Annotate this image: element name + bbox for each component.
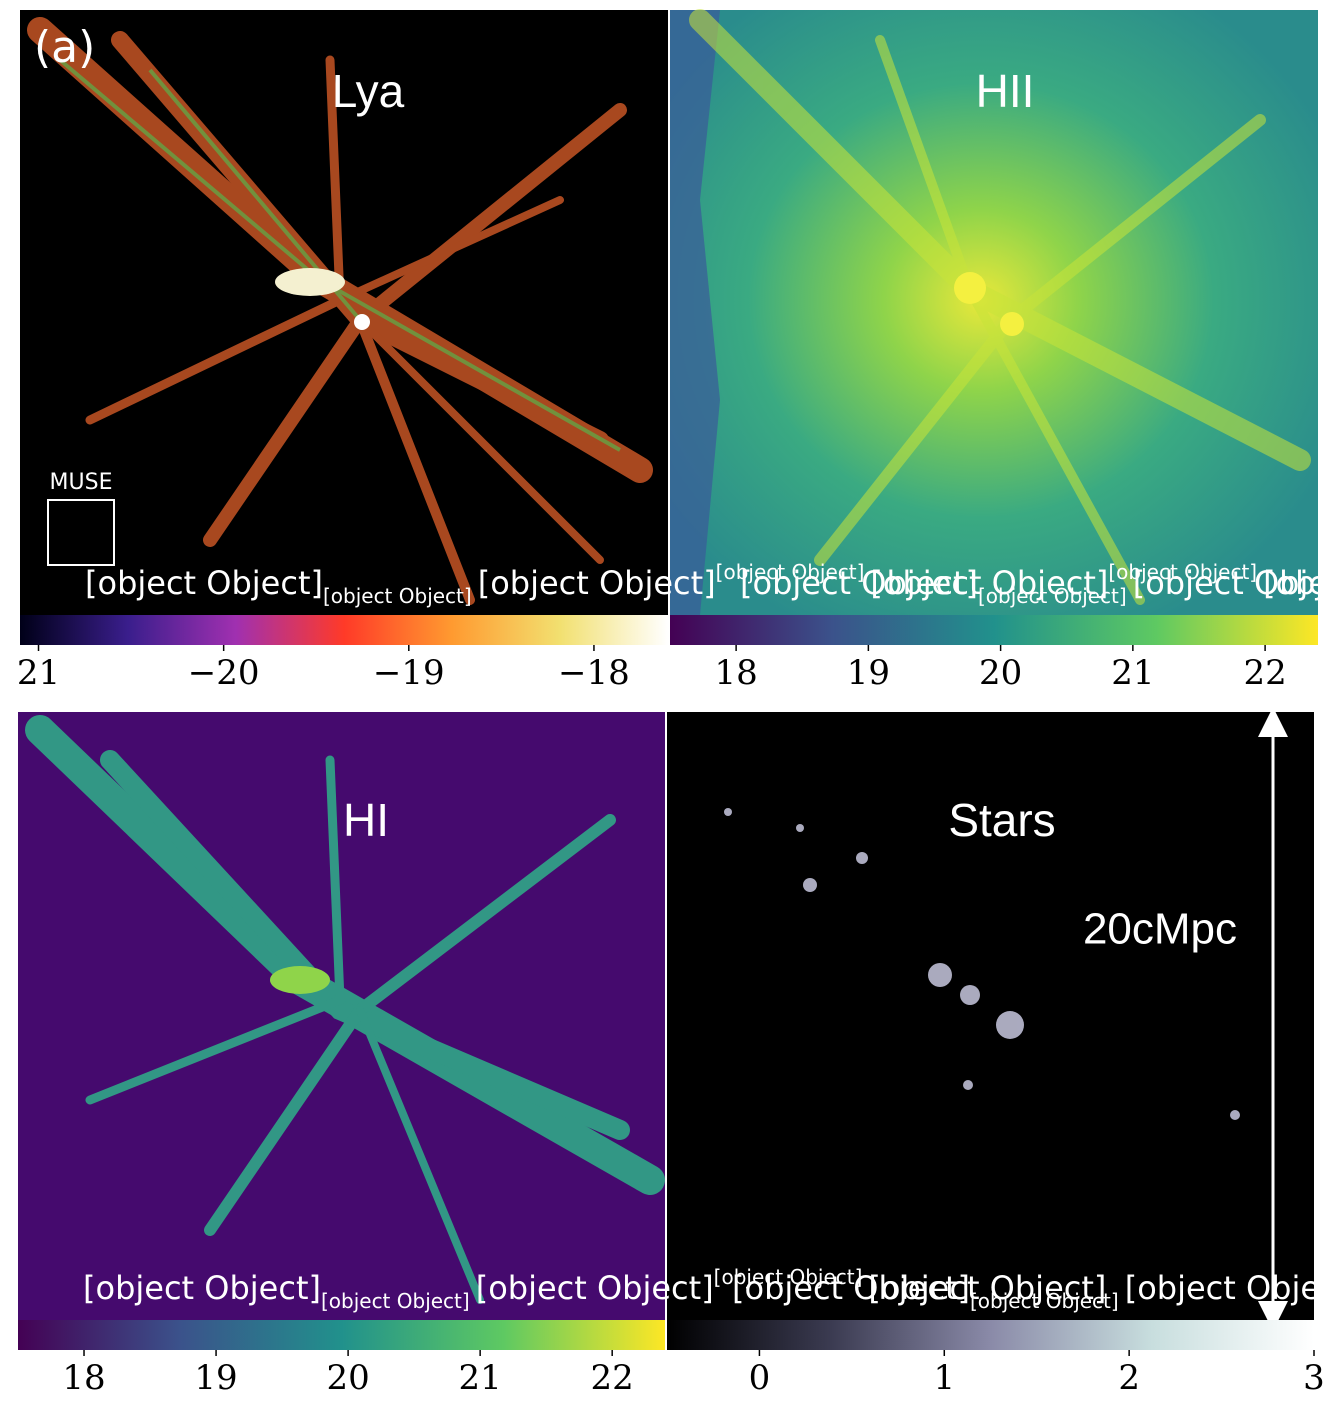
tick-label: 1	[933, 1358, 955, 1398]
tick-label: 21	[459, 1358, 502, 1398]
tick-label: 20	[326, 1358, 369, 1398]
panel-title: HII	[976, 65, 1035, 117]
scale-label: 20cMpc	[1083, 905, 1237, 954]
tick-label: −20	[188, 653, 260, 693]
label-part: [object Object]	[83, 1269, 321, 1307]
colorbar-label: [object Object][object Object] [object Ob…	[83, 1265, 1106, 1313]
tick-label: 2	[1118, 1358, 1140, 1398]
tick-label: 19	[847, 653, 890, 693]
tick-label: 18	[62, 1358, 105, 1398]
label-part: [object Object]	[714, 1265, 863, 1289]
panel-stars	[667, 712, 1314, 1320]
panel-title: Stars	[948, 794, 1055, 846]
tick-label: 3	[1303, 1358, 1324, 1398]
tick-label: 19	[194, 1358, 237, 1398]
label-part: [object Object]	[1263, 564, 1324, 602]
label-part: [object Object]	[1125, 1269, 1324, 1307]
tick-label: 22	[1243, 653, 1286, 693]
tick-label: −19	[373, 653, 445, 693]
tick-label: 22	[591, 1358, 634, 1398]
tick-label: 21	[17, 653, 60, 693]
label-part: [object Object]	[1133, 564, 1324, 602]
panel-lya	[20, 10, 668, 615]
label-part: [object Object]	[1108, 560, 1257, 584]
colorbar-label: [object Object][object Object] [object Ob…	[732, 1265, 1324, 1313]
label-part: [object Object]	[868, 1269, 1106, 1307]
panel-title: HI	[343, 794, 389, 846]
panel-title: Lya	[332, 65, 405, 117]
colorbar	[20, 615, 668, 645]
label-part: [object Object]	[323, 584, 472, 608]
label-part: [object Object]	[978, 584, 1127, 608]
label-part: [object Object]	[740, 564, 978, 602]
label-part: [object Object]	[716, 560, 865, 584]
muse-box	[47, 499, 115, 566]
label-part: [object Object]	[970, 1289, 1119, 1313]
muse-label: MUSE	[50, 470, 113, 495]
panel-hii	[670, 9, 1318, 615]
label-part: [object Object]	[478, 564, 716, 602]
label-part: [object Object]	[732, 1269, 970, 1307]
tick-label: −18	[558, 653, 630, 693]
panel-tag: (a)	[34, 22, 95, 73]
tick-label: 18	[714, 653, 757, 693]
colorbar-label: [object Object][object Object] [object Ob…	[740, 560, 1324, 608]
colorbar	[667, 1320, 1314, 1350]
tick-label: 20	[979, 653, 1022, 693]
label-part: [object Object]	[85, 564, 323, 602]
colorbar	[670, 615, 1318, 645]
label-part: [object Object]	[476, 1269, 714, 1307]
label-part: [object Object]	[321, 1289, 470, 1313]
tick-label: 0	[749, 1358, 771, 1398]
tick-label: 21	[1111, 653, 1154, 693]
colorbar-label: [object Object][object Object] [object Ob…	[85, 560, 1324, 608]
panel-hi	[18, 712, 665, 1320]
colorbar	[18, 1320, 665, 1350]
label-part: [object Object]	[870, 564, 1108, 602]
